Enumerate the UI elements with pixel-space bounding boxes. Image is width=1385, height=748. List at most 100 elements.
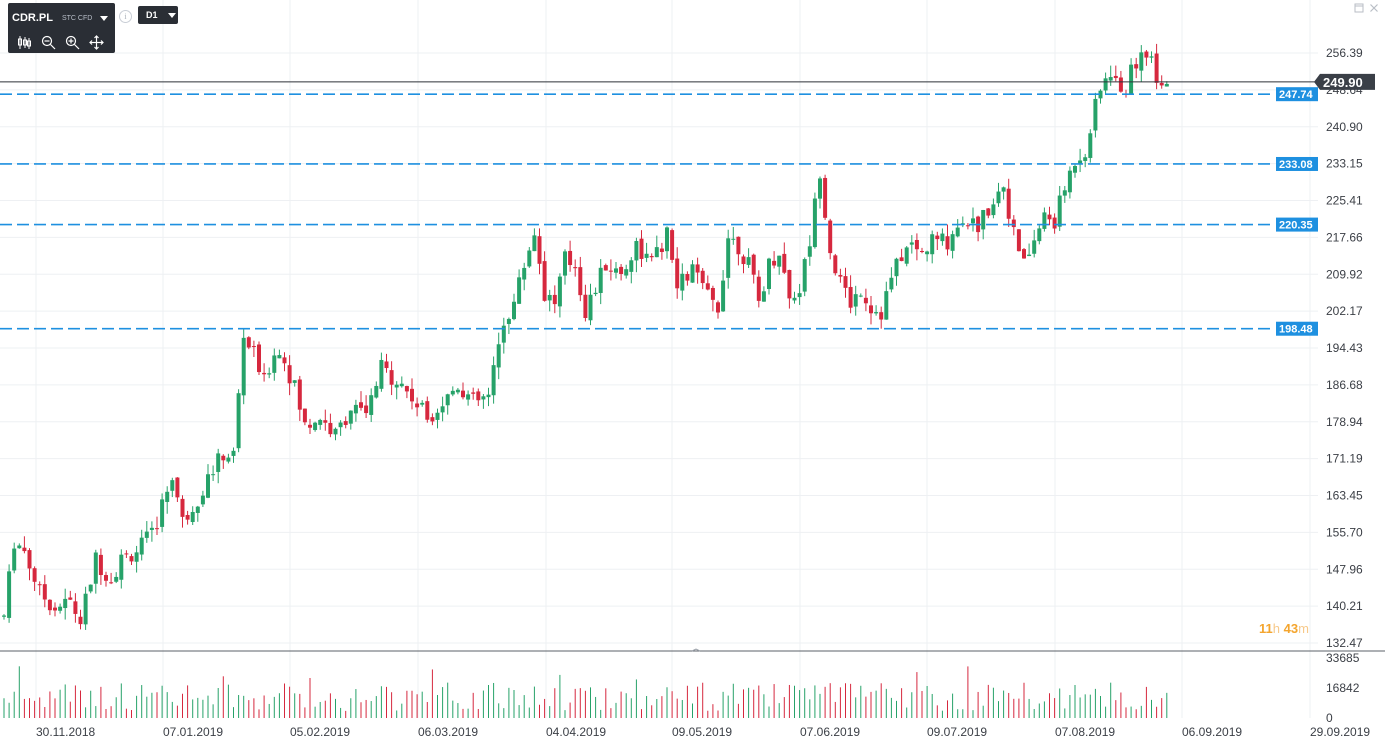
instrument-selector[interactable]: CDR.PL STC CFD: [12, 11, 109, 25]
candle-body: [705, 283, 710, 290]
candle-body: [272, 355, 277, 373]
candle-body: [853, 294, 858, 307]
level-label: 220.35: [1279, 220, 1313, 232]
volume-tick-label: 16842: [1326, 681, 1360, 695]
candle-body: [659, 248, 664, 252]
candle-body: [2, 615, 6, 617]
candle-body: [7, 571, 12, 618]
candle-body: [522, 267, 527, 280]
info-icon[interactable]: i: [119, 10, 132, 23]
candle-body: [1154, 53, 1159, 83]
candle-body: [461, 390, 465, 398]
candle-body: [889, 277, 894, 290]
candle-body: [848, 286, 853, 308]
candle-body: [282, 357, 287, 364]
candle-body: [481, 396, 486, 400]
candle-body: [22, 547, 27, 552]
candle-body: [297, 379, 302, 410]
candle-body: [415, 403, 420, 408]
candle-body: [858, 295, 863, 297]
candles-icon[interactable]: [16, 34, 33, 51]
horizontal-levels[interactable]: 247.74 233.08 220.35 198.48: [0, 87, 1318, 336]
zoom-in-icon[interactable]: [64, 34, 81, 51]
candle-body: [512, 301, 516, 320]
candle-body: [466, 394, 471, 400]
candle-body: [251, 346, 256, 348]
candle-body: [899, 257, 904, 262]
candle-body: [1062, 190, 1067, 196]
candle-body: [175, 477, 180, 498]
pane-resize-handle[interactable]: [691, 648, 701, 652]
candle-body: [200, 495, 205, 505]
candle-body: [812, 198, 817, 248]
candle-body: [680, 273, 685, 291]
candle-body: [73, 601, 78, 614]
close-icon[interactable]: [1369, 3, 1379, 13]
candle-body: [532, 235, 537, 252]
candle-body: [1113, 75, 1118, 79]
move-icon[interactable]: [88, 34, 105, 51]
candle-body: [160, 499, 165, 527]
candle-body: [1047, 214, 1052, 220]
candle-body: [685, 274, 690, 281]
candle-body: [104, 575, 108, 581]
candle-body: [644, 253, 649, 258]
price-tick-label: 186.68: [1326, 378, 1363, 392]
candle-body: [27, 550, 32, 569]
candle-body: [578, 267, 583, 296]
minimize-icon[interactable]: [1354, 3, 1364, 13]
candle-body: [206, 474, 210, 498]
level-label-box: [1276, 217, 1318, 232]
candle-body: [527, 250, 532, 267]
level-label: 247.74: [1279, 89, 1314, 101]
candle-body: [828, 220, 833, 254]
candle-body: [746, 257, 751, 265]
current-price-label: 249.90: [1323, 75, 1363, 90]
candle-body: [614, 268, 618, 273]
candle-body: [185, 514, 190, 520]
candle-body: [93, 552, 98, 584]
price-tick-label: 171.19: [1326, 452, 1363, 466]
price-tick-label: 256.39: [1326, 46, 1363, 60]
price-tick-label: 225.41: [1326, 194, 1363, 208]
volume-axis: 33685 16842 0: [1326, 651, 1360, 725]
volume-tick-label: 0: [1326, 711, 1333, 725]
candle-body: [231, 450, 236, 456]
candle-body: [981, 209, 986, 230]
candle-body: [359, 402, 363, 408]
candle-body: [338, 422, 343, 428]
candle-body: [221, 455, 226, 461]
level-label-box: [1276, 156, 1318, 171]
date-tick-label: 05.02.2019: [290, 725, 350, 739]
candle-body: [884, 291, 889, 320]
timeframe-selector[interactable]: D1: [138, 6, 178, 24]
candle-body: [506, 318, 511, 324]
chart-grid: [0, 0, 1385, 718]
candle-body: [53, 607, 57, 611]
candle-body: [109, 582, 114, 584]
candle-body: [348, 410, 353, 424]
candle-body: [277, 355, 282, 359]
candle-body: [134, 552, 139, 562]
zoom-out-icon[interactable]: [40, 34, 57, 51]
candle-body: [1022, 249, 1026, 259]
candle-body: [874, 312, 879, 314]
candle-body: [843, 276, 848, 288]
candle-body: [343, 421, 348, 425]
candle-body: [792, 297, 797, 301]
candle-body: [716, 302, 720, 313]
candle-body: [17, 545, 22, 549]
candle-body: [1149, 56, 1154, 58]
price-tick-label: 194.43: [1326, 341, 1363, 355]
candle-body: [491, 365, 496, 396]
candle-body: [818, 178, 822, 199]
candle-body: [726, 238, 731, 278]
candle-body: [318, 419, 323, 425]
price-tick-label: 240.90: [1326, 120, 1363, 134]
candle-body: [445, 394, 450, 406]
candle-body: [971, 218, 975, 224]
chart-toolbar: CDR.PL STC CFD: [8, 3, 115, 53]
candle-body: [802, 259, 807, 292]
candle-body: [68, 597, 73, 600]
